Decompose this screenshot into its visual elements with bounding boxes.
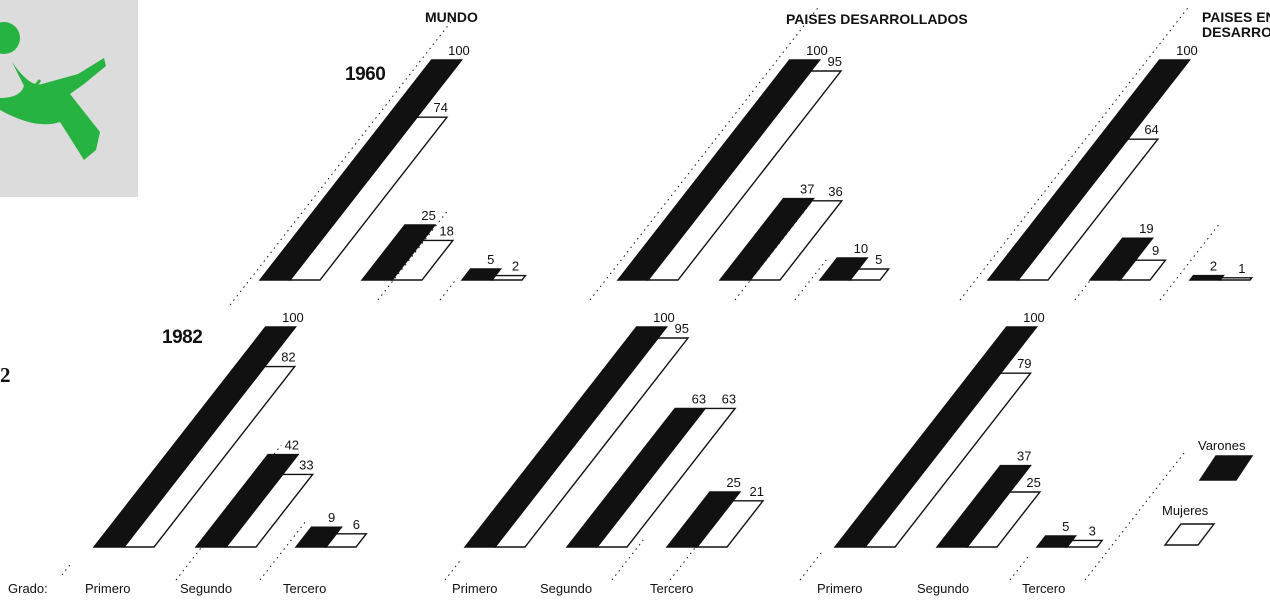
- bar-varones: [986, 59, 1192, 281]
- bar-varones: [463, 326, 669, 548]
- guide-line: [175, 444, 282, 581]
- x-axis-prefix: Grado:: [8, 581, 48, 596]
- bar-varones: [665, 491, 742, 548]
- guide-line: [1009, 554, 1030, 581]
- data-label-mujeres: 9: [1152, 243, 1159, 258]
- bar-varones: [818, 257, 869, 281]
- bar-varones: [1088, 237, 1155, 281]
- data-label-mujeres: 63: [722, 391, 736, 406]
- data-label-mujeres: 5: [875, 252, 882, 267]
- bar-varones: [935, 464, 1032, 548]
- figure-illustration: [0, 0, 138, 197]
- bar-mujeres: [490, 274, 527, 281]
- x-tick-label: Tercero: [283, 581, 326, 596]
- data-label-varones: 5: [1062, 519, 1069, 534]
- group-header-mundo: MUNDO: [425, 9, 478, 25]
- data-label-varones: 100: [448, 43, 470, 58]
- data-label-varones: 100: [653, 310, 675, 325]
- data-label-mujeres: 36: [828, 184, 842, 199]
- bar-mujeres: [1218, 277, 1254, 281]
- guide-line: [229, 14, 457, 306]
- bar-varones: [294, 526, 343, 548]
- x-tick-label: Primero: [452, 581, 498, 596]
- data-label-varones: 100: [1176, 43, 1198, 58]
- x-tick-label: Tercero: [1022, 581, 1065, 596]
- data-label-mujeres: 33: [299, 457, 313, 472]
- data-label-varones: 5: [487, 252, 494, 267]
- data-label-mujeres: 18: [439, 223, 453, 238]
- data-label-mujeres: 64: [1144, 122, 1158, 137]
- guide-line: [377, 211, 448, 301]
- group-header-desarrollados: PAISES DESARROLLADOS: [786, 11, 968, 27]
- bar-mujeres: [1065, 539, 1104, 548]
- data-label-varones: 42: [285, 438, 299, 453]
- data-label-mujeres: 1: [1238, 261, 1245, 276]
- x-tick-label: Tercero: [650, 581, 693, 596]
- data-label-mujeres: 74: [433, 100, 447, 115]
- bar-varones: [194, 453, 300, 548]
- bar-varones: [460, 268, 503, 281]
- bar-varones: [833, 326, 1039, 548]
- year-label-1960: 1960: [345, 64, 385, 85]
- data-label-mujeres: 95: [675, 321, 689, 336]
- data-label-varones: 100: [806, 43, 828, 58]
- data-label-varones: 37: [1017, 449, 1031, 464]
- data-label-mujeres: 21: [750, 484, 764, 499]
- data-label-varones: 9: [328, 510, 335, 525]
- year-label-1982: 1982: [162, 327, 202, 348]
- page-number: 2: [0, 363, 11, 387]
- data-label-varones: 10: [854, 241, 868, 256]
- data-label-varones: 25: [421, 208, 435, 223]
- bar-varones: [565, 407, 707, 548]
- data-label-varones: 2: [1210, 259, 1217, 274]
- guide-line: [439, 277, 458, 301]
- data-label-varones: 19: [1139, 221, 1153, 236]
- guide-line: [61, 564, 71, 576]
- x-tick-label: Segundo: [917, 581, 969, 596]
- running-figure-icon: [0, 22, 106, 160]
- guide-line: [799, 549, 824, 581]
- data-label-mujeres: 2: [512, 259, 519, 274]
- legend-label-varones: Varones: [1198, 438, 1246, 453]
- bar-varones: [718, 197, 815, 281]
- guide-line: [959, 4, 1191, 301]
- data-label-mujeres: 79: [1017, 356, 1031, 371]
- guide-line: [1074, 269, 1099, 301]
- x-tick-label: Segundo: [540, 581, 592, 596]
- legend-swatch-varones: [1198, 455, 1254, 481]
- legend-swatch-mujeres: [1163, 523, 1216, 546]
- data-label-mujeres: 6: [353, 517, 360, 532]
- bar-varones: [616, 59, 822, 281]
- data-label-mujeres: 82: [281, 350, 295, 365]
- x-tick-label: Primero: [817, 581, 863, 596]
- data-label-varones: 100: [1023, 310, 1045, 325]
- data-label-varones: 37: [800, 182, 814, 197]
- data-label-varones: 63: [692, 391, 706, 406]
- bar-varones: [1188, 274, 1225, 281]
- guide-line: [589, 4, 821, 301]
- bar-varones: [258, 59, 464, 281]
- legend-label-mujeres: Mujeres: [1162, 503, 1209, 518]
- data-label-mujeres: 95: [828, 54, 842, 69]
- x-tick-label: Primero: [85, 581, 131, 596]
- x-tick-label: Segundo: [180, 581, 232, 596]
- guide-line: [734, 199, 814, 301]
- data-label-mujeres: 3: [1089, 523, 1096, 538]
- group-header-en-desarrollo: PAISES ENDESARROLLO: [1202, 9, 1270, 40]
- guide-line: [444, 559, 461, 581]
- data-label-varones: 100: [282, 310, 304, 325]
- data-label-varones: 25: [726, 475, 740, 490]
- data-label-mujeres: 25: [1026, 475, 1040, 490]
- bar-varones: [360, 224, 437, 281]
- bar-varones: [1035, 535, 1078, 548]
- bar-varones: [92, 326, 298, 548]
